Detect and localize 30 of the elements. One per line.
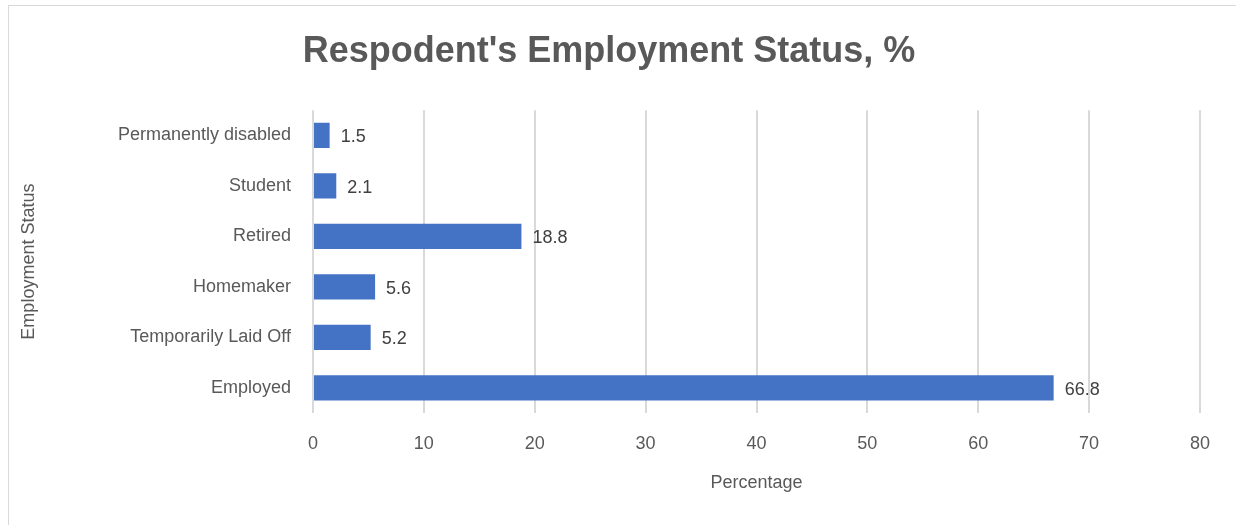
bar <box>314 375 1054 401</box>
x-tick-label: 40 <box>746 432 767 453</box>
bar <box>314 223 522 249</box>
y-axis-title: Employment Status <box>17 183 38 340</box>
x-tick-label: 80 <box>1189 432 1211 453</box>
data-label: 18.8 <box>532 227 568 248</box>
bar <box>314 274 376 300</box>
chart-title: Respodent's Employment Status, % <box>302 28 916 70</box>
data-label: 2.1 <box>347 176 373 197</box>
bar <box>314 324 371 350</box>
x-tick-label: 20 <box>524 432 545 453</box>
x-tick-label: 0 <box>307 432 319 453</box>
x-tick-label: 10 <box>413 432 434 453</box>
y-tick-label: Employed <box>210 376 291 397</box>
y-tick-label: Permanently disabled <box>117 124 291 145</box>
y-tick-label: Retired <box>232 225 291 246</box>
x-tick-label: 60 <box>968 432 989 453</box>
x-tick-label: 30 <box>635 432 656 453</box>
x-axis-title: Percentage <box>710 472 803 493</box>
y-tick-label: Homemaker <box>192 275 291 296</box>
x-tick-label: 50 <box>857 432 878 453</box>
x-tick-label: 70 <box>1079 432 1100 453</box>
y-tick-label: Student <box>228 174 291 195</box>
data-label: 66.8 <box>1064 378 1100 399</box>
bar <box>314 173 337 199</box>
data-label: 5.2 <box>381 328 407 349</box>
bar <box>314 122 330 149</box>
data-label: 1.5 <box>340 126 366 147</box>
data-label: 5.6 <box>386 277 412 298</box>
y-tick-label: Temporarily Laid Off <box>130 326 292 347</box>
